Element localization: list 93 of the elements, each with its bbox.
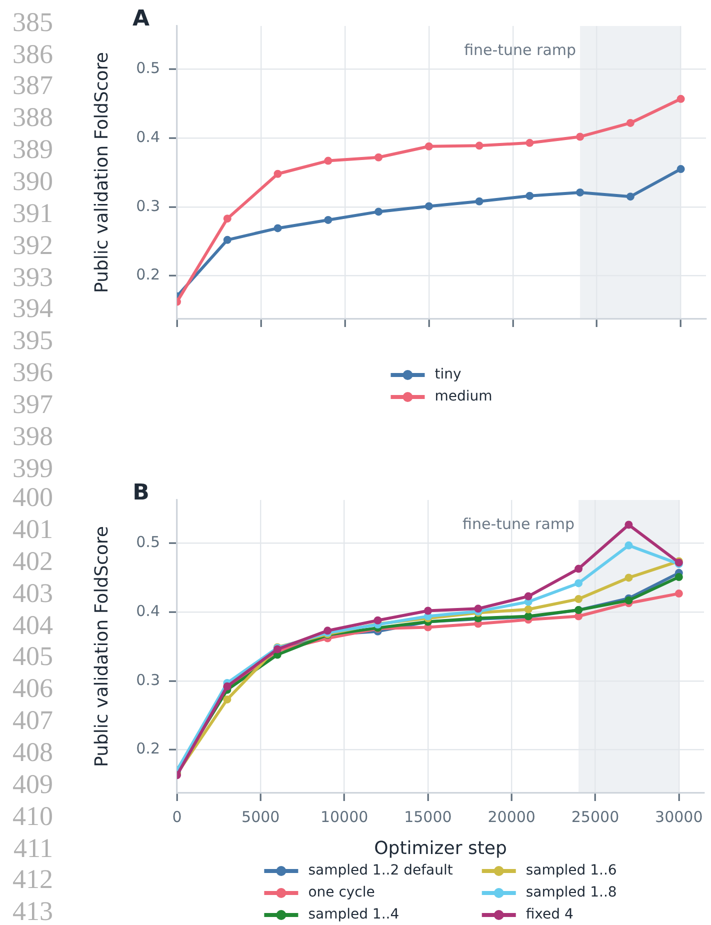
band-label: fine-tune ramp: [462, 514, 575, 533]
text: 392: [12, 230, 53, 262]
point: [474, 604, 482, 613]
legend-label: one cycle: [308, 884, 375, 901]
y-tick-label: 0.5: [136, 59, 160, 78]
legend-label: medium: [434, 388, 492, 405]
point: [576, 132, 584, 141]
text: 406: [12, 673, 53, 706]
text: 396: [12, 357, 53, 389]
text: 388: [12, 102, 53, 134]
text: 389: [12, 134, 53, 166]
text: 394: [12, 293, 53, 326]
point: [576, 188, 584, 196]
x-tick-label: 20000: [488, 808, 536, 826]
legend-label: sampled 1..2 default: [308, 862, 454, 879]
legend-label: sampled 1..6: [526, 862, 617, 879]
text: 401: [12, 514, 53, 546]
text: 411: [12, 832, 53, 864]
text: 413: [12, 896, 53, 925]
y-axis-title: Public validation FoldScore: [91, 526, 112, 767]
text: 409: [12, 768, 53, 801]
point: [424, 142, 433, 150]
point: [574, 564, 583, 573]
point: [374, 616, 382, 624]
text: 405: [12, 641, 53, 674]
point: [524, 592, 532, 600]
legend-label: fixed 4: [526, 906, 574, 923]
legend-label: tiny: [434, 366, 462, 383]
x-tick-label: 10000: [320, 808, 368, 826]
text: 393: [12, 262, 53, 294]
y-axis-title: Public validation FoldScore: [91, 52, 112, 293]
point: [526, 138, 534, 147]
legend-label: sampled 1..8: [526, 884, 617, 901]
text: 403: [12, 578, 53, 610]
point: [526, 192, 534, 200]
x-tick-label: 0: [172, 808, 182, 826]
y-tick-label: 0.2: [136, 266, 160, 284]
y-tick-label: 0.2: [136, 740, 160, 758]
point: [574, 595, 583, 604]
text: 399: [12, 452, 53, 485]
x-axis-title: Optimizer step: [374, 838, 507, 859]
point: [424, 202, 433, 210]
text: 387: [12, 70, 53, 102]
text: 397: [12, 389, 53, 421]
point: [475, 197, 484, 206]
chart-title: B: [132, 480, 150, 506]
text: 412: [12, 864, 53, 896]
text: 400: [12, 482, 53, 514]
text: 407: [12, 705, 53, 737]
y-tick-label: 0.5: [136, 533, 160, 552]
x-tick-label: 25000: [571, 808, 620, 826]
point: [626, 118, 634, 127]
text: 402: [12, 546, 53, 578]
point: [674, 573, 683, 582]
point: [574, 579, 583, 588]
text: 398: [12, 420, 53, 453]
point: [674, 590, 683, 598]
text: 410: [12, 800, 53, 833]
band-label: fine-tune ramp: [464, 40, 576, 59]
point: [274, 170, 282, 178]
y-tick-label: 0.4: [136, 128, 160, 146]
point: [624, 520, 633, 529]
point: [324, 156, 332, 165]
text: 404: [12, 610, 53, 642]
point: [676, 94, 685, 103]
text: 390: [12, 166, 53, 198]
point: [475, 142, 484, 150]
x-tick-label: 5000: [242, 808, 280, 826]
point: [524, 605, 532, 614]
point: [374, 153, 383, 162]
y-tick-label: 0.3: [136, 196, 160, 215]
point: [624, 541, 633, 550]
x-tick-label: 15000: [404, 808, 452, 826]
x-tick-label: 30000: [655, 808, 703, 826]
point: [223, 695, 232, 704]
point: [274, 224, 282, 232]
point: [223, 214, 232, 223]
text: 395: [12, 325, 53, 358]
point: [223, 236, 232, 244]
point: [626, 192, 634, 201]
point: [374, 208, 383, 216]
point: [624, 574, 633, 582]
text: 391: [12, 198, 53, 230]
text: 385: [12, 6, 53, 39]
point: [676, 165, 685, 174]
text: 386: [12, 38, 53, 70]
legend-label: sampled 1..4: [308, 906, 400, 923]
text: 408: [12, 736, 53, 769]
point: [424, 606, 432, 615]
chart-title: A: [132, 6, 150, 32]
y-tick-label: 0.3: [136, 670, 160, 689]
point: [324, 216, 332, 224]
y-tick-label: 0.4: [136, 602, 160, 620]
